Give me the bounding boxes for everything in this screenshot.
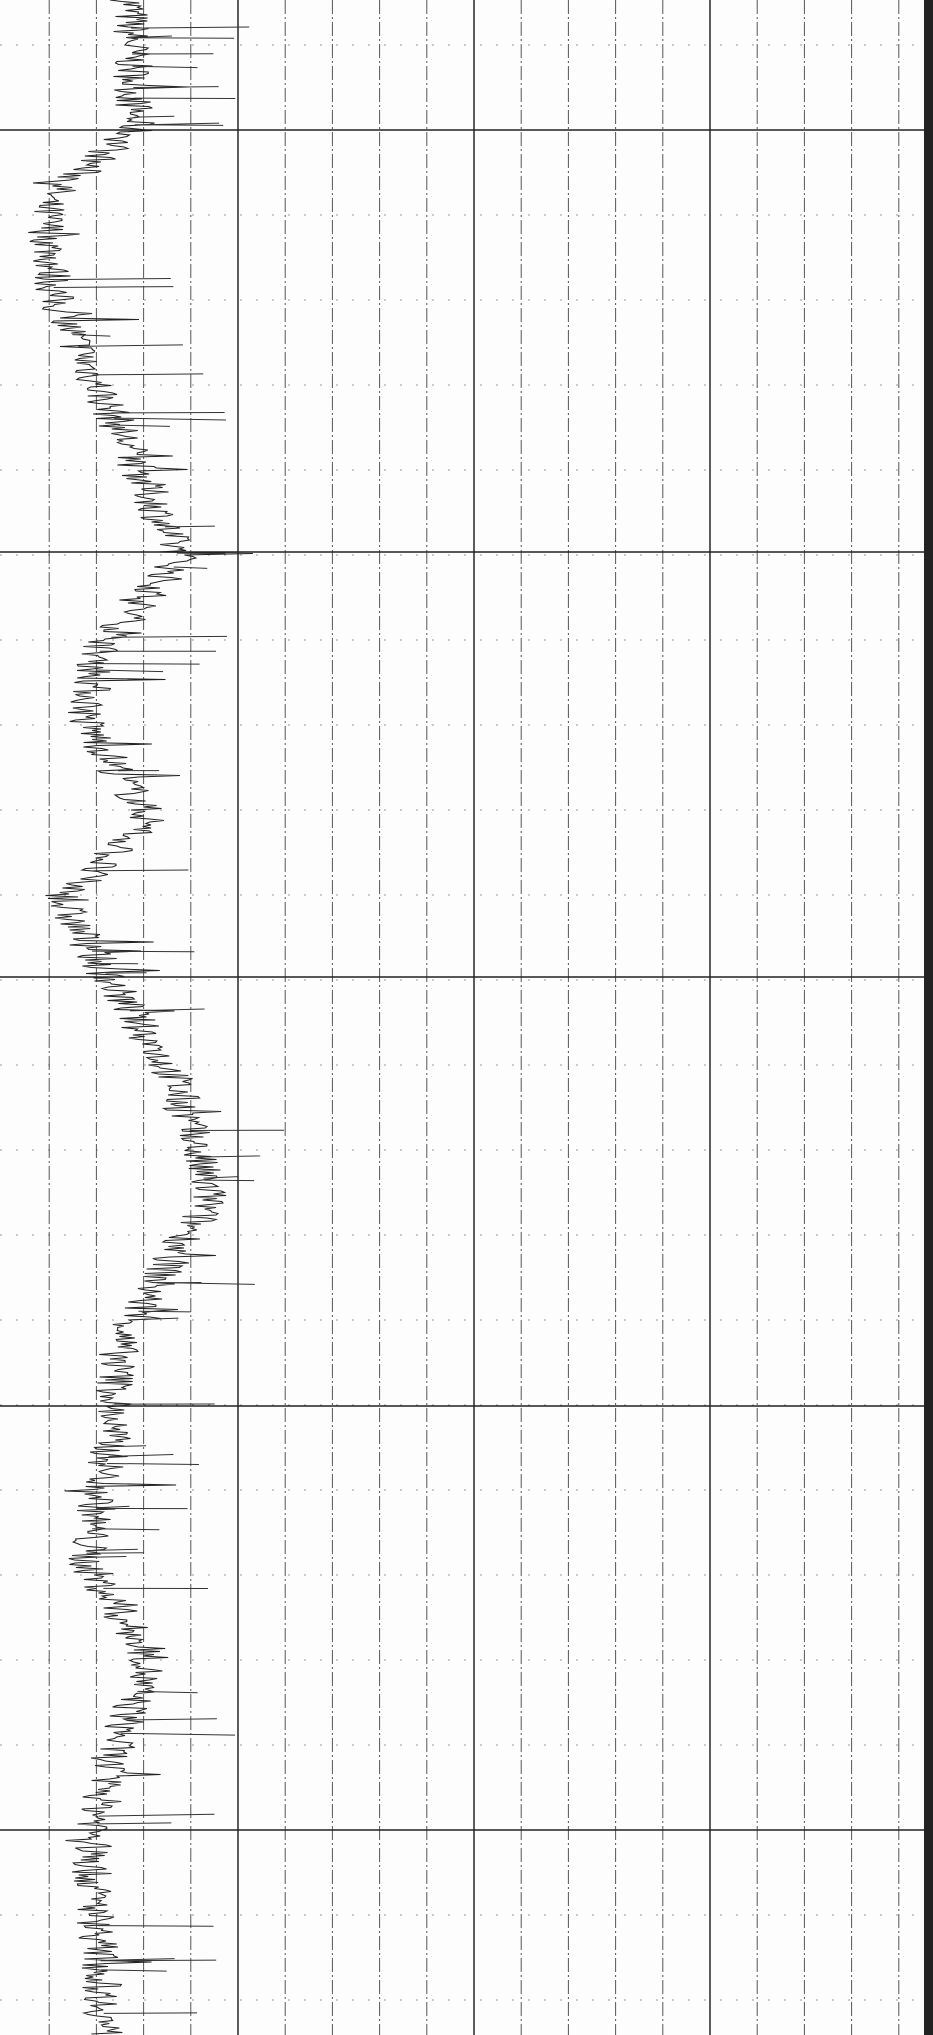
trace-spike <box>176 552 226 555</box>
trace-spike <box>111 635 227 638</box>
trace-spike <box>106 1462 199 1465</box>
trace-spike <box>204 1179 255 1182</box>
trace-spike <box>131 35 172 39</box>
trace-spike <box>132 1317 179 1321</box>
trace-spike <box>203 1176 239 1179</box>
trace-line <box>28 0 253 2035</box>
trace-spike <box>52 278 171 281</box>
trace-spike <box>96 1505 130 1509</box>
trace-spike <box>133 86 219 88</box>
trace-spike <box>92 1528 160 1531</box>
trace-spike <box>130 1008 205 1012</box>
trace-spike <box>164 525 215 528</box>
trace-spike <box>53 286 174 288</box>
trace-spike <box>91 950 195 953</box>
trace-spike <box>138 1310 191 1313</box>
trace <box>28 0 285 2035</box>
trace-spike <box>137 1690 198 1694</box>
trace-spike <box>72 334 111 337</box>
trace-spike <box>173 566 208 569</box>
trace-spike <box>97 1822 172 1825</box>
trace-spike <box>117 424 170 427</box>
trace-spike <box>101 1969 167 1972</box>
trace-spike <box>87 1548 138 1552</box>
trace-spike <box>134 115 175 118</box>
trace-spike <box>110 1445 147 1448</box>
trace-spike <box>85 1555 127 1558</box>
trace-spike <box>131 26 250 29</box>
trace-spike <box>132 65 198 69</box>
trace-spike <box>100 1959 217 1962</box>
trace-spike <box>92 373 204 376</box>
trace-spike <box>197 1155 261 1158</box>
trace-spike <box>125 1718 217 1721</box>
right-edge <box>924 0 933 2035</box>
trace-spike <box>114 417 226 421</box>
trace-spike <box>95 669 164 673</box>
trace-spike <box>103 2012 198 2014</box>
trace-spike <box>120 1732 235 1736</box>
trace-spike <box>98 1813 215 1817</box>
trace-spike <box>134 122 220 126</box>
trace-spike <box>100 1958 175 1961</box>
trace-spike <box>92 869 189 872</box>
trace-spike <box>78 344 183 347</box>
trace-spike <box>108 1453 174 1457</box>
trace-spike <box>97 1925 214 1927</box>
